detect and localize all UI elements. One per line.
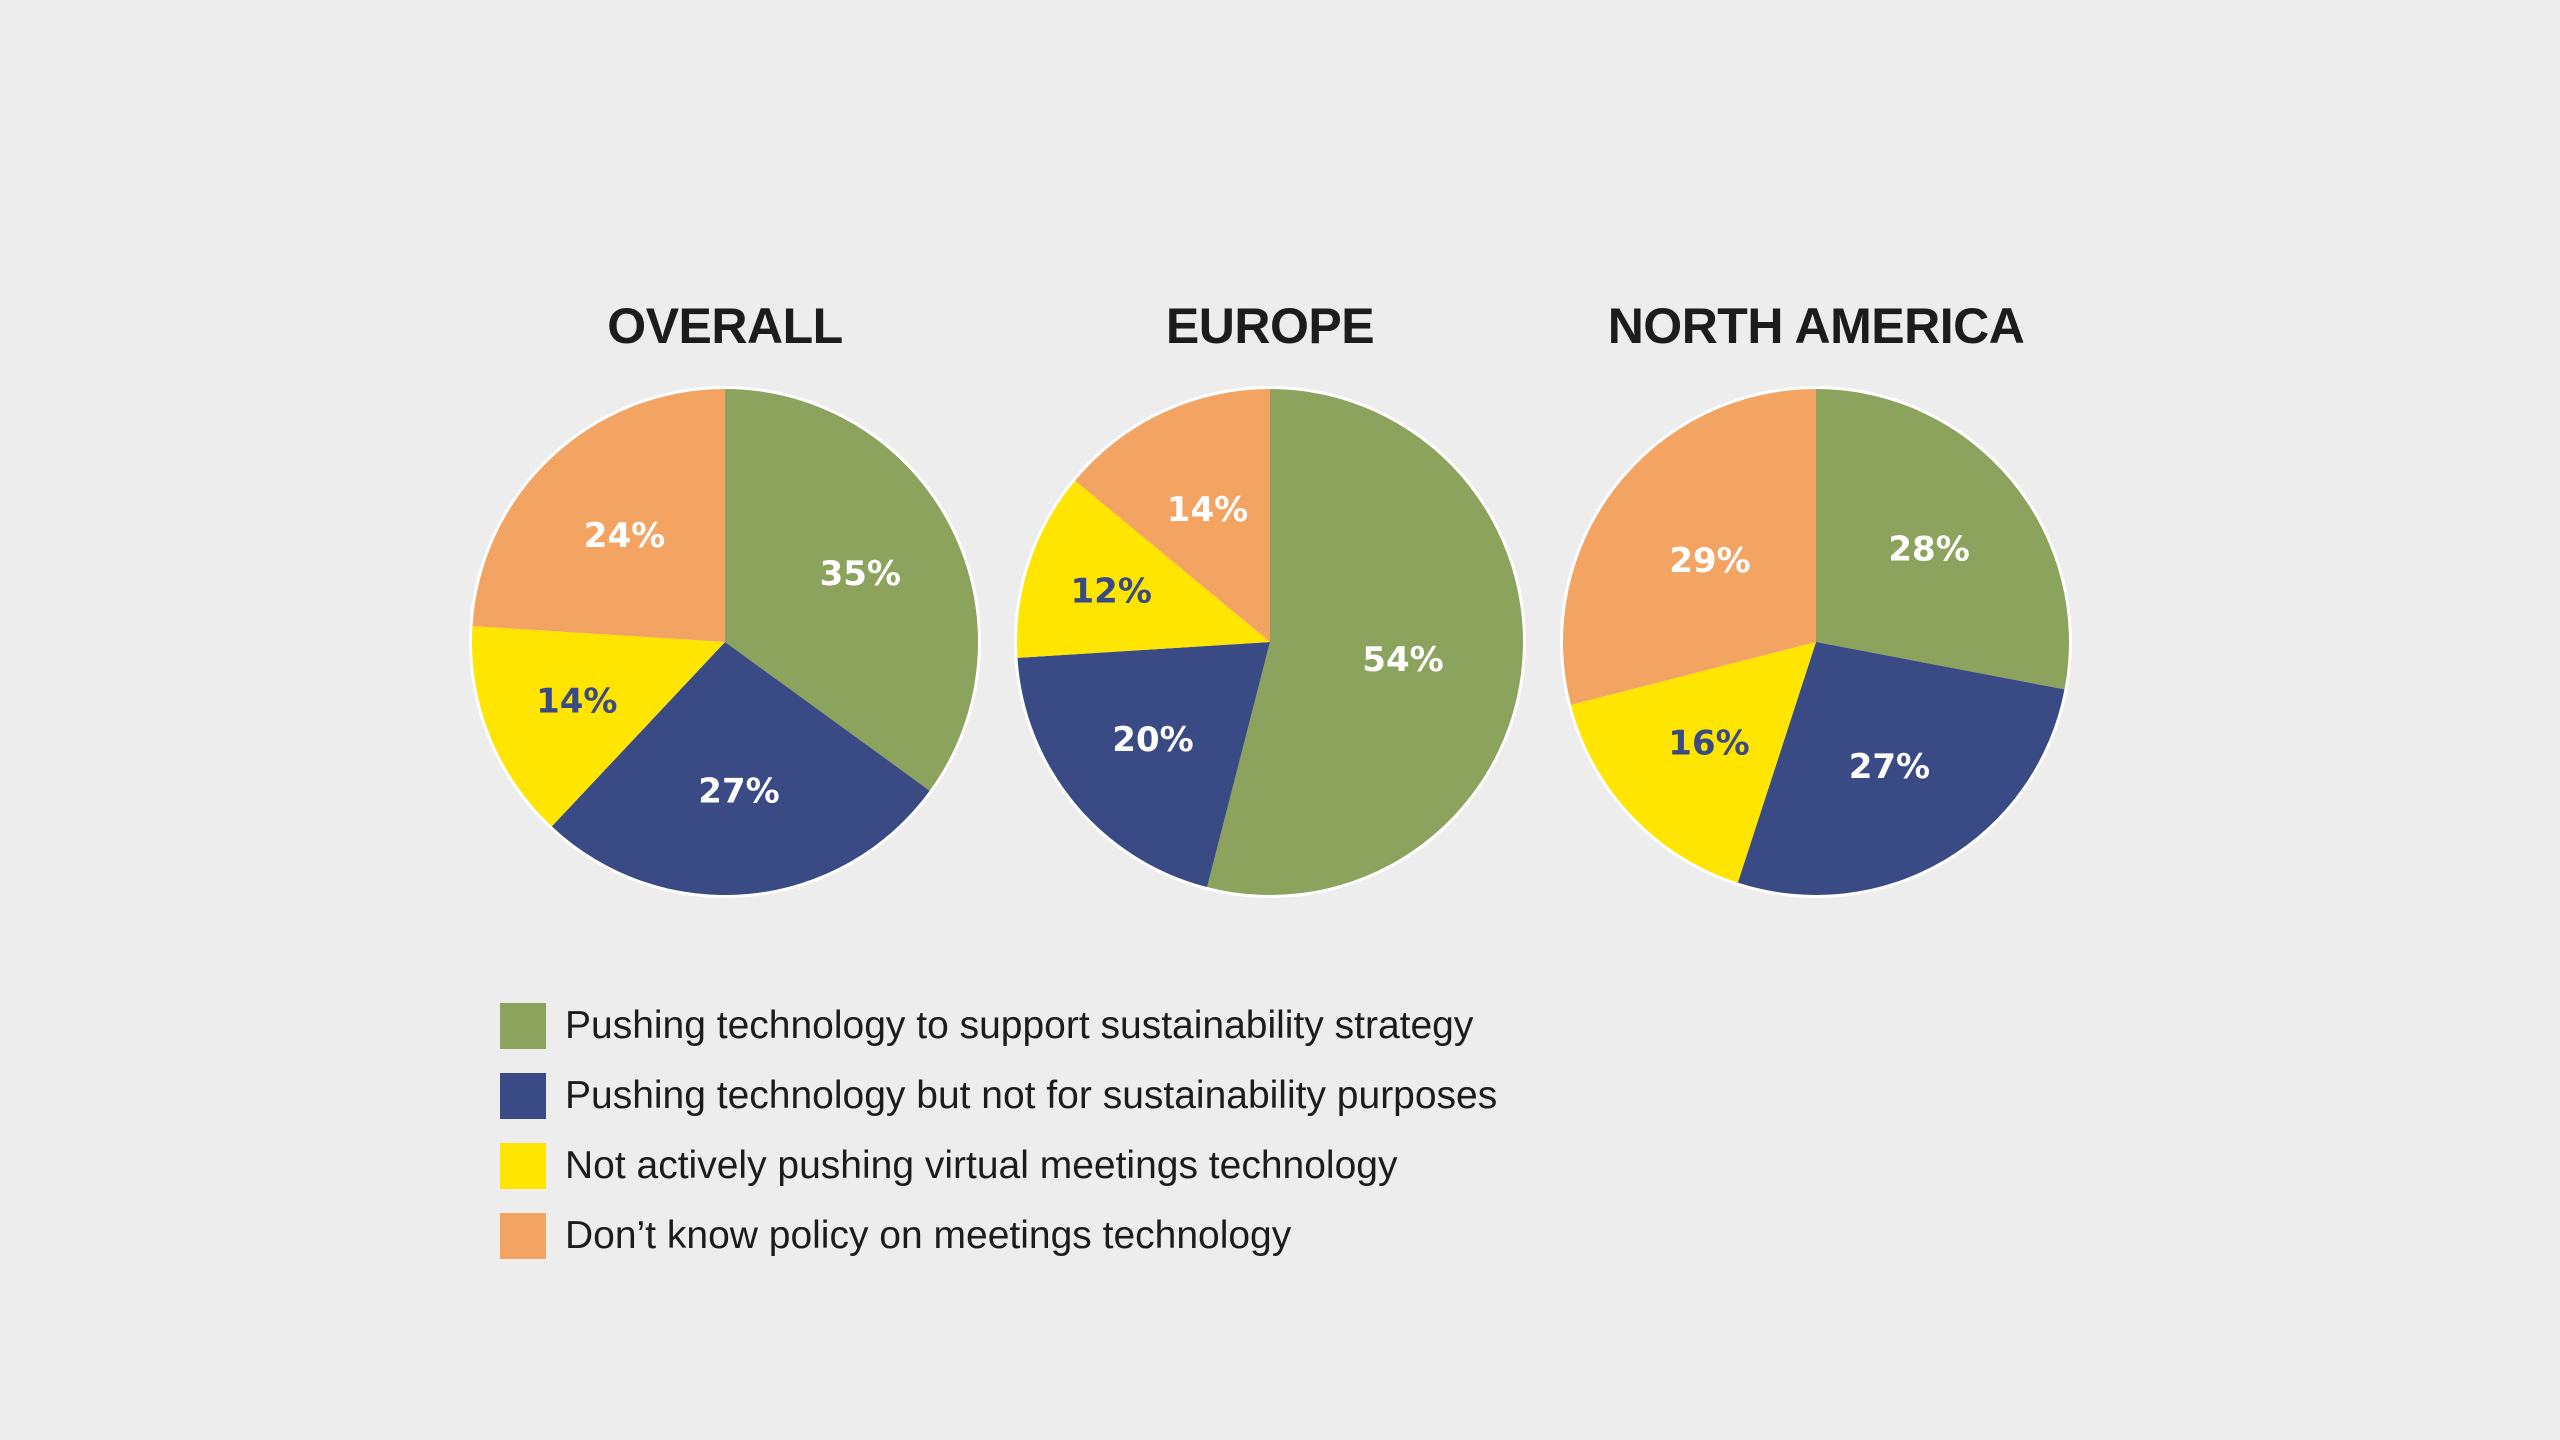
chart-title-overall: OVERALL (607, 298, 842, 354)
slice-label-support: 35% (820, 554, 901, 594)
pie-slice-support (1207, 389, 1524, 895)
legend-label: Pushing technology but not for sustainab… (565, 1074, 1498, 1117)
legend: Pushing technology to support sustainabi… (500, 1003, 1497, 1283)
pie-slice-not-pushing (1570, 642, 1816, 883)
pie-chart-overall: OVERALL 35% 27% 14% 24% (469, 298, 981, 898)
pie-charts: OVERALL 35% 27% 14% 24% EUROPE 54% 20% 12% 14%… (469, 298, 2072, 898)
pie-slice-dont-know (1075, 389, 1270, 642)
chart-title-north-america: NORTH AMERICA (1608, 298, 2025, 354)
pie-slice-not-sustainability (551, 642, 930, 895)
slice-label-not-sustainability: 20% (1112, 720, 1193, 760)
slice-label-not-pushing: 14% (536, 682, 617, 722)
legend-swatch-green (500, 1003, 546, 1049)
legend-swatch-orange (500, 1213, 546, 1259)
slice-label-not-pushing: 16% (1668, 724, 1749, 764)
slice-label-not-sustainability: 27% (1849, 747, 1930, 787)
chart-title-europe: EUROPE (1166, 298, 1374, 354)
pie-slice-not-sustainability (1017, 642, 1270, 888)
slice-label-not-sustainability: 27% (698, 772, 779, 812)
legend-item-support: Pushing technology to support sustainabi… (500, 1003, 1497, 1049)
legend-swatch-navy (500, 1073, 546, 1119)
legend-item-not-pushing: Not actively pushing virtual meetings te… (500, 1143, 1497, 1189)
pie-slice-dont-know (472, 389, 725, 642)
legend-label: Don’t know policy on meetings technology (565, 1214, 1292, 1257)
slice-label-dont-know: 14% (1167, 490, 1248, 530)
slice-label-support: 54% (1362, 640, 1443, 680)
pie-slice-not-pushing (1017, 480, 1270, 658)
pie-chart-europe: EUROPE 54% 20% 12% 14% (1014, 298, 1526, 898)
pie-slice-support (725, 389, 978, 791)
legend-swatch-yellow (500, 1143, 546, 1189)
pie-slice-support (1816, 389, 2070, 690)
legend-label: Not actively pushing virtual meetings te… (565, 1144, 1398, 1187)
pie-slice-not-pushing (472, 626, 725, 827)
slice-label-dont-know: 24% (584, 516, 665, 556)
legend-item-dont-know: Don’t know policy on meetings technology (500, 1213, 1497, 1259)
pie-slice-not-sustainability (1737, 642, 2065, 896)
slice-label-dont-know: 29% (1669, 541, 1750, 581)
slice-label-support: 28% (1888, 530, 1969, 570)
slice-label-not-pushing: 12% (1071, 571, 1152, 611)
legend-item-not-sustainability: Pushing technology but not for sustainab… (500, 1073, 1497, 1119)
pie-chart-north-america: NORTH AMERICA 28% 27% 16% 29% (1560, 298, 2072, 898)
legend-label: Pushing technology to support sustainabi… (565, 1004, 1474, 1047)
pie-slice-dont-know (1563, 389, 1816, 705)
